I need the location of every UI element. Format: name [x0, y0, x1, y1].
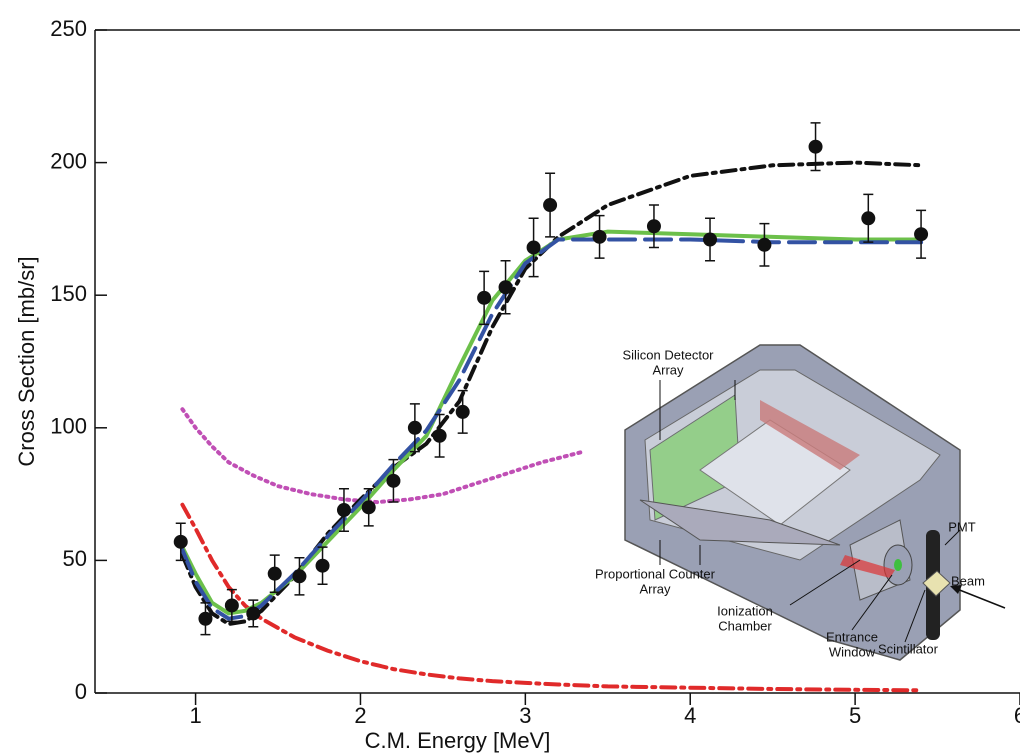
data-point — [433, 429, 447, 443]
data-point — [268, 567, 282, 581]
y-tick-label: 50 — [63, 546, 87, 571]
inset-label: Chamber — [718, 618, 772, 633]
data-point — [861, 211, 875, 225]
data-point — [316, 559, 330, 573]
inset-label: PMT — [948, 519, 976, 534]
data-point — [174, 535, 188, 549]
chart: 0 50 100 150 200 250 1 2 3 4 5 6 C.M. Energy [MeV] C… — [0, 0, 1020, 756]
inset-label: Scintillator — [878, 641, 939, 656]
data-point — [477, 291, 491, 305]
data-point — [198, 612, 212, 626]
data-point — [593, 230, 607, 244]
inset-label: Beam — [951, 573, 985, 588]
data-point — [647, 219, 661, 233]
inset-label: Array — [652, 362, 684, 377]
inset-label: Array — [639, 581, 671, 596]
data-point — [543, 198, 557, 212]
data-point — [456, 405, 470, 419]
inset-label: Proportional Counter — [595, 566, 716, 581]
data-point — [757, 238, 771, 252]
inset-label: Silicon Detector — [622, 347, 714, 362]
data-point — [246, 606, 260, 620]
data-point — [292, 569, 306, 583]
data-point — [703, 233, 717, 247]
curve — [182, 409, 583, 502]
y-tick-label: 250 — [50, 16, 87, 41]
data-point — [408, 421, 422, 435]
x-tick-label: 1 — [189, 703, 201, 728]
data-point — [809, 140, 823, 154]
inset-label: Entrance — [826, 629, 878, 644]
data-point — [914, 227, 928, 241]
inset-label: Window — [829, 644, 876, 659]
y-axis-label: Cross Section [mb/sr] — [14, 256, 39, 466]
x-tick-label: 4 — [684, 703, 696, 728]
y-tick-label: 0 — [75, 679, 87, 704]
data-point — [362, 500, 376, 514]
x-tick-label: 3 — [519, 703, 531, 728]
data-point — [386, 474, 400, 488]
data-point — [527, 240, 541, 254]
x-tick-label: 5 — [849, 703, 861, 728]
x-tick-label: 2 — [354, 703, 366, 728]
data-point — [337, 503, 351, 517]
y-tick-label: 100 — [50, 414, 87, 439]
y-tick-label: 150 — [50, 281, 87, 306]
y-tick-label: 200 — [50, 148, 87, 173]
inset-label: Ionization — [717, 603, 773, 618]
x-tick-label: 6 — [1014, 703, 1020, 728]
data-point — [225, 598, 239, 612]
data-point — [499, 280, 513, 294]
detector-diagram — [625, 345, 1005, 660]
x-axis-label: C.M. Energy [MeV] — [365, 728, 551, 753]
